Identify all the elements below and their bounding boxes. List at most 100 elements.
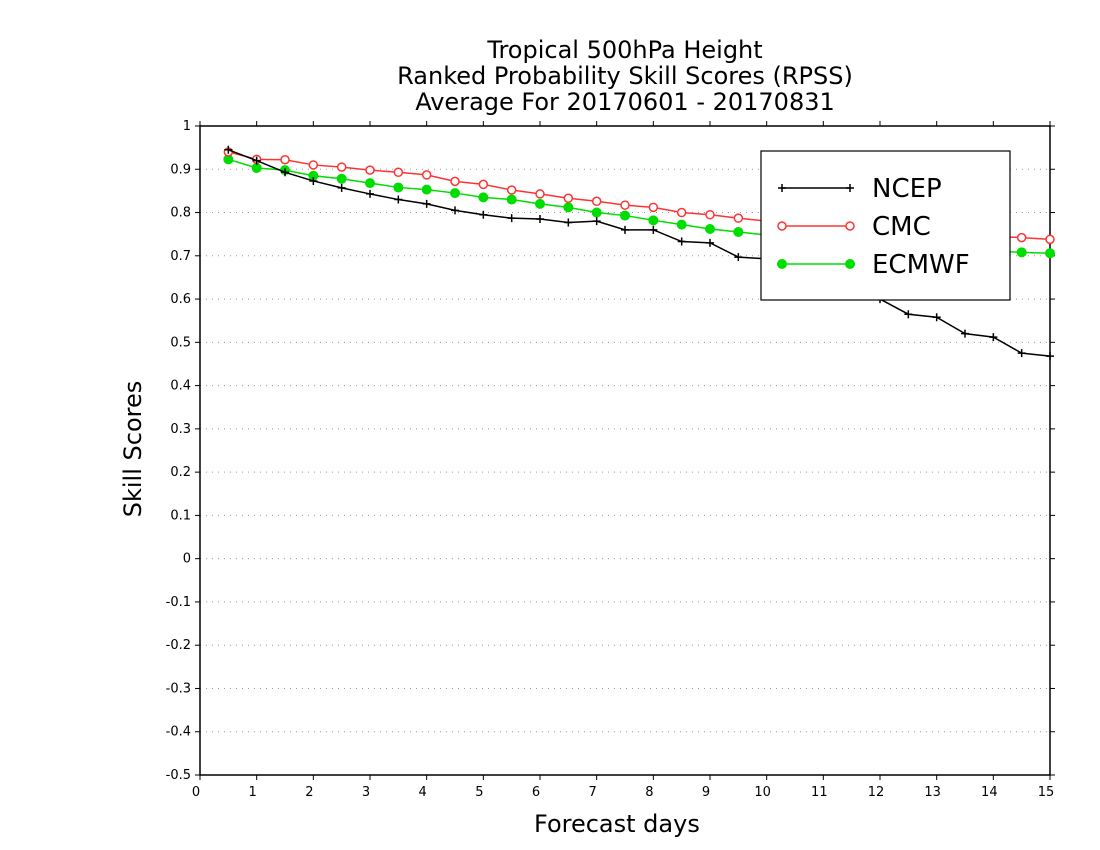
- y-tick-label: 0.9: [170, 162, 191, 177]
- data-point-cmc: [393, 167, 404, 178]
- data-point-ecmwf: [450, 188, 460, 199]
- data-point-ncep: [507, 214, 516, 223]
- data-point-cmc: [733, 213, 744, 223]
- data-point-ecmwf: [251, 162, 262, 173]
- plot-frame: [199, 125, 1051, 776]
- data-point-ncep: [932, 313, 941, 322]
- data-point-ncep: [536, 215, 544, 224]
- legend-label-ecmwf: ECMWF: [872, 250, 970, 280]
- data-point-ecmwf: [365, 178, 375, 189]
- y-tick-label: 0.4: [170, 379, 191, 394]
- data-point-ecmwf: [563, 202, 574, 213]
- y-tick-label: -0.1: [166, 595, 191, 610]
- data-point-ncep: [479, 210, 488, 219]
- data-point-ecmwf: [648, 215, 659, 226]
- data-point-cmc: [676, 207, 687, 218]
- data-point-ncep: [734, 253, 743, 262]
- legend-marker-cmc: [845, 221, 855, 231]
- data-point-ncep: [564, 218, 573, 227]
- data-point-cmc: [280, 154, 290, 165]
- x-axis-label: Forecast days: [534, 810, 700, 838]
- x-tick-label: 14: [981, 785, 998, 800]
- data-point-ncep: [1046, 352, 1054, 361]
- x-tick-label: 15: [1038, 785, 1055, 800]
- data-point-ecmwf: [506, 194, 517, 205]
- y-tick-label: 0.2: [170, 465, 191, 480]
- data-point-ncep: [252, 156, 261, 165]
- data-point-cmc: [365, 165, 375, 175]
- y-tick-label: 0.7: [170, 249, 191, 264]
- x-tick-label: 5: [475, 785, 483, 800]
- data-point-cmc: [1016, 232, 1027, 243]
- data-point-ncep: [281, 168, 289, 177]
- data-point-ncep: [706, 238, 714, 247]
- x-tick-label: 2: [305, 785, 313, 800]
- y-tick-label: -0.5: [166, 768, 191, 783]
- y-tick-label: 0.8: [170, 206, 191, 221]
- x-tick-label: 4: [419, 785, 427, 800]
- data-point-ncep: [394, 195, 403, 204]
- data-point-ecmwf: [393, 182, 404, 193]
- y-tick-label: -0.2: [166, 638, 191, 653]
- data-point-cmc: [535, 189, 545, 199]
- data-point-ecmwf: [733, 227, 744, 238]
- data-point-ecmwf: [336, 173, 347, 184]
- data-point-cmc: [478, 179, 489, 190]
- legend-marker-ecmwf: [777, 259, 787, 269]
- x-tick-label: 1: [249, 785, 257, 800]
- legend-marker-ncep: [778, 184, 786, 192]
- x-tick-label: 7: [589, 785, 597, 800]
- y-tick-label: 0: [183, 552, 191, 567]
- data-point-ecmwf: [591, 207, 602, 218]
- legend-label-ncep: NCEP: [872, 174, 942, 204]
- chart-title-line-1: Tropical 500hPa Height: [487, 36, 763, 64]
- data-point-ncep: [677, 237, 686, 246]
- data-point-ncep: [904, 310, 913, 319]
- data-point-ecmwf: [620, 210, 630, 221]
- data-point-ncep: [451, 206, 459, 215]
- legend-label-cmc: CMC: [872, 212, 931, 242]
- legend-marker-cmc: [777, 221, 787, 231]
- data-point-ncep: [309, 176, 318, 185]
- data-point-ncep: [592, 217, 601, 226]
- legend-marker-ecmwf: [845, 259, 855, 269]
- chart-title-line-3: Average For 20170601 - 20170831: [415, 88, 835, 116]
- data-point-ncep: [224, 145, 233, 154]
- data-point-ecmwf: [1045, 248, 1055, 259]
- data-point-ncep: [422, 199, 431, 208]
- y-tick-label: 1: [183, 119, 191, 134]
- y-axis-label: Skill Scores: [119, 380, 147, 518]
- data-point-ecmwf: [705, 223, 715, 234]
- x-tick-label: 9: [702, 785, 710, 800]
- x-tick-label: 0: [192, 785, 200, 800]
- data-point-cmc: [450, 176, 460, 187]
- data-point-cmc: [705, 209, 715, 220]
- y-tick-label: -0.3: [166, 681, 191, 696]
- data-point-cmc: [591, 196, 602, 207]
- data-point-cmc: [336, 162, 347, 172]
- data-point-ncep: [621, 225, 629, 234]
- x-tick-label: 10: [754, 785, 771, 800]
- data-point-cmc: [308, 160, 319, 170]
- data-point-ncep: [1017, 349, 1026, 358]
- data-point-ecmwf: [535, 198, 545, 209]
- data-point-ecmwf: [676, 219, 687, 230]
- x-tick-label: 11: [811, 785, 828, 800]
- data-point-cmc: [563, 193, 574, 204]
- data-point-ecmwf: [478, 192, 489, 203]
- y-tick-label: 0.6: [170, 292, 191, 307]
- y-tick-label: -0.4: [166, 725, 191, 740]
- data-point-ecmwf: [1016, 247, 1027, 258]
- data-point-ncep: [989, 333, 998, 342]
- data-point-ncep: [649, 225, 658, 234]
- data-point-ncep: [961, 329, 969, 338]
- y-tick-label: 0.3: [170, 422, 191, 437]
- y-tick-label: 0.1: [170, 508, 191, 523]
- data-point-cmc: [648, 202, 659, 213]
- data-point-cmc: [1045, 234, 1055, 245]
- x-tick-label: 6: [532, 785, 540, 800]
- legend-marker-ncep: [846, 184, 854, 192]
- x-tick-label: 12: [868, 785, 885, 800]
- data-point-ncep: [337, 183, 346, 192]
